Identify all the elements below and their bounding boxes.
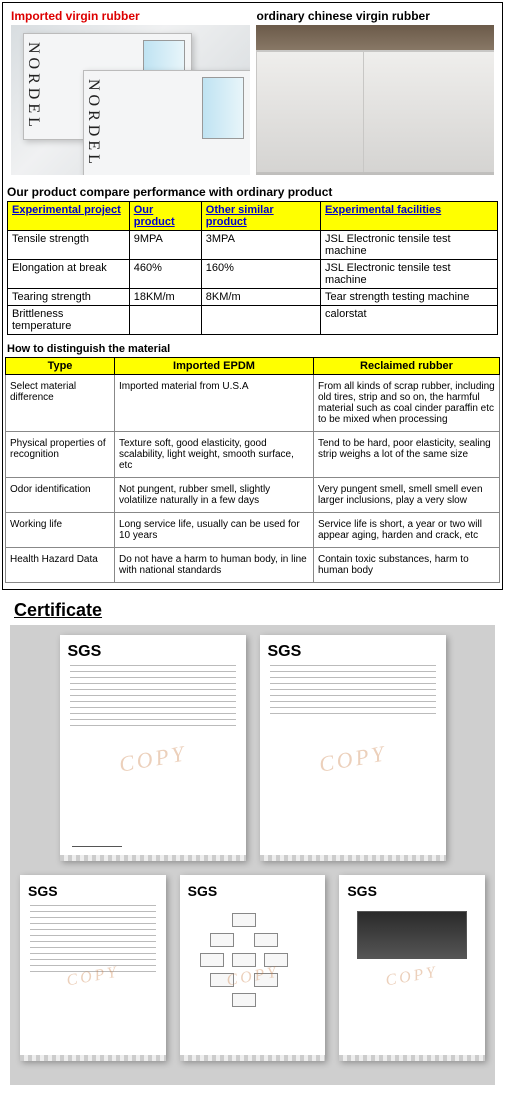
table-row: Tearing strength 18KM/m 8KM/m Tear stren… xyxy=(8,289,498,306)
sgs-logo: SGS xyxy=(188,883,318,899)
table-row: Brittleness temperature calorstat xyxy=(8,306,498,335)
top-photo-section: Imported virgin rubber ordinary chinese … xyxy=(3,3,502,183)
cell: Very pungent smell, smell smell even lar… xyxy=(314,478,500,513)
perf-title: Our product compare performance with ord… xyxy=(3,183,502,201)
performance-table: Experimental project Our product Other s… xyxy=(7,201,498,335)
certificate-doc-flowchart: SGS COPY xyxy=(180,875,326,1061)
table-row: Working life Long service life, usually … xyxy=(6,513,500,548)
cell: 9MPA xyxy=(129,231,201,260)
table-header-row: Type Imported EPDM Reclaimed rubber xyxy=(6,358,500,375)
cell: Tearing strength xyxy=(8,289,130,306)
certificate-doc-image: SGS COPY xyxy=(339,875,485,1061)
perf-header: Experimental facilities xyxy=(321,202,498,231)
flow-node xyxy=(232,953,256,967)
top-labels-row: Imported virgin rubber ordinary chinese … xyxy=(7,7,498,25)
table-row: Health Hazard Data Do not have a harm to… xyxy=(6,548,500,583)
cell: 160% xyxy=(201,260,320,289)
certificate-row-bottom: SGS COPY SGS COPY SGS COPY xyxy=(20,875,485,1061)
dist-title: How to distinguish the material xyxy=(3,341,502,357)
flow-node xyxy=(232,913,256,927)
cell: 3MPA xyxy=(201,231,320,260)
cell: Service life is short, a year or two wil… xyxy=(314,513,500,548)
sgs-logo: SGS xyxy=(68,643,238,661)
cell: Tear strength testing machine xyxy=(321,289,498,306)
cell: Tend to be hard, poor elasticity, sealin… xyxy=(314,432,500,478)
doc-footer xyxy=(20,1055,166,1061)
doc-footer xyxy=(180,1055,326,1061)
certificate-doc: SGS COPY xyxy=(260,635,446,861)
cell: JSL Electronic tensile test machine xyxy=(321,231,498,260)
rubber-block xyxy=(363,50,494,172)
cell: 460% xyxy=(129,260,201,289)
cell: Odor identification xyxy=(6,478,115,513)
cell: Texture soft, good elasticity, good scal… xyxy=(115,432,314,478)
dist-header: Reclaimed rubber xyxy=(314,358,500,375)
cell: Tensile strength xyxy=(8,231,130,260)
cell: Health Hazard Data xyxy=(6,548,115,583)
doc-footer xyxy=(260,855,446,861)
certificate-doc: SGS COPY xyxy=(20,875,166,1061)
certificate-row-top: SGS COPY SGS COPY xyxy=(20,635,485,861)
table-row: Select material difference Imported mate… xyxy=(6,375,500,432)
table-header-row: Experimental project Our product Other s… xyxy=(8,202,498,231)
cell: Physical properties of recognition xyxy=(6,432,115,478)
signature-line xyxy=(72,834,122,847)
sgs-logo: SGS xyxy=(268,643,438,661)
perf-header: Other similar product xyxy=(201,202,320,231)
table-row: Elongation at break 460% 160% JSL Electr… xyxy=(8,260,498,289)
bag-label xyxy=(202,77,244,139)
rubber-bag: NORDEL xyxy=(83,70,250,175)
cell: Imported material from U.S.A xyxy=(115,375,314,432)
doc-footer xyxy=(339,1055,485,1061)
cell xyxy=(129,306,201,335)
perf-header: Our product xyxy=(129,202,201,231)
cell: calorstat xyxy=(321,306,498,335)
flow-node xyxy=(210,933,234,947)
cell: Contain toxic substances, harm to human … xyxy=(314,548,500,583)
document-container: Imported virgin rubber ordinary chinese … xyxy=(2,2,503,590)
cell: Elongation at break xyxy=(8,260,130,289)
cell: Do not have a harm to human body, in lin… xyxy=(115,548,314,583)
label-imported: Imported virgin rubber xyxy=(7,7,253,25)
photo-row: NORDEL NORDEL xyxy=(7,25,498,179)
certificate-heading: Certificate xyxy=(0,592,505,625)
cell: Long service life, usually can be used f… xyxy=(115,513,314,548)
perf-header: Experimental project xyxy=(8,202,130,231)
brand-text: NORDEL xyxy=(24,42,42,131)
flow-node xyxy=(254,933,278,947)
flow-node xyxy=(232,993,256,1007)
cell: Not pungent, rubber smell, slightly vola… xyxy=(115,478,314,513)
dist-header: Type xyxy=(6,358,115,375)
copy-watermark: COPY xyxy=(385,964,440,991)
table-row: Odor identification Not pungent, rubber … xyxy=(6,478,500,513)
cell: 18KM/m xyxy=(129,289,201,306)
photo-ordinary-rubber xyxy=(256,25,495,175)
flow-node xyxy=(200,953,224,967)
table-row: Physical properties of recognition Textu… xyxy=(6,432,500,478)
certificate-area: SGS COPY SGS COPY SGS COPY SGS xyxy=(10,625,495,1085)
doc-footer xyxy=(60,855,246,861)
cell: Select material difference xyxy=(6,375,115,432)
cell: Brittleness temperature xyxy=(8,306,130,335)
table-row: Tensile strength 9MPA 3MPA JSL Electroni… xyxy=(8,231,498,260)
cell: From all kinds of scrap rubber, includin… xyxy=(314,375,500,432)
cert-product-photo xyxy=(357,911,467,959)
photo-imported-rubber: NORDEL NORDEL xyxy=(11,25,250,175)
distinguish-table: Type Imported EPDM Reclaimed rubber Sele… xyxy=(5,357,500,583)
certificate-doc: SGS COPY xyxy=(60,635,246,861)
cell: JSL Electronic tensile test machine xyxy=(321,260,498,289)
rubber-block xyxy=(256,50,364,172)
sgs-logo: SGS xyxy=(347,883,477,899)
sgs-logo: SGS xyxy=(28,883,158,899)
cell xyxy=(201,306,320,335)
dist-header: Imported EPDM xyxy=(115,358,314,375)
cell: 8KM/m xyxy=(201,289,320,306)
label-ordinary: ordinary chinese virgin rubber xyxy=(253,7,499,25)
brand-text: NORDEL xyxy=(84,79,102,168)
cell: Working life xyxy=(6,513,115,548)
